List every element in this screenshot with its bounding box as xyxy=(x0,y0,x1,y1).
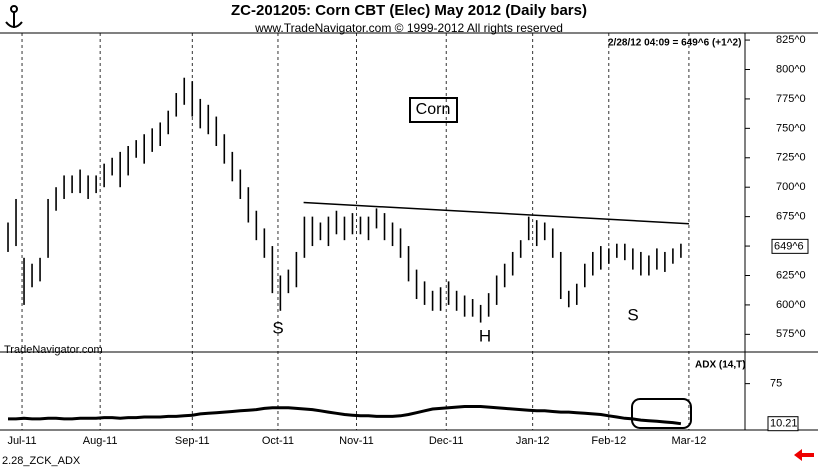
y-tick-label: 750^0 xyxy=(776,122,806,134)
arrow-icon xyxy=(794,449,814,461)
adx-line xyxy=(8,405,682,426)
last-price-label: 649^6 xyxy=(774,240,804,252)
annotation: S xyxy=(627,305,638,324)
y-tick-label: 75 xyxy=(770,378,782,390)
y-tick-label: 775^0 xyxy=(776,93,806,105)
footer: 2.28_ZCK_ADX xyxy=(2,455,81,467)
y-tick-label: 675^0 xyxy=(776,211,806,223)
x-tick-label: Oct-11 xyxy=(262,435,294,447)
y-tick-label: 825^0 xyxy=(776,34,806,46)
y-tick-label: 700^0 xyxy=(776,181,806,193)
highlight xyxy=(631,398,692,429)
label-box xyxy=(409,97,458,123)
trendline xyxy=(303,201,689,225)
y-tick-label: 725^0 xyxy=(776,152,806,164)
watermark: TradeNavigator.com xyxy=(4,344,103,356)
y-tick-label: 625^0 xyxy=(776,269,806,281)
logo xyxy=(5,5,23,28)
annotation: H xyxy=(479,326,491,345)
x-tick-label: Jan-12 xyxy=(516,435,550,447)
x-tick-label: Dec-11 xyxy=(429,435,464,447)
x-tick-label: Nov-11 xyxy=(339,435,374,447)
x-tick-label: Jul-11 xyxy=(7,435,36,447)
last-price-box xyxy=(771,238,809,254)
x-tick-label: Mar-12 xyxy=(672,435,707,447)
adx-title: ADX (14,T) xyxy=(695,360,746,371)
chart-label: Corn xyxy=(416,101,451,118)
y-tick-label: 600^0 xyxy=(776,299,806,311)
y-tick-label: 800^0 xyxy=(776,63,806,75)
x-tick-label: Feb-12 xyxy=(591,435,626,447)
y-tick-label: 575^0 xyxy=(776,328,806,340)
last-value-label: 10.21 xyxy=(770,418,798,430)
last-value-box xyxy=(767,416,799,432)
x-tick-label: Aug-11 xyxy=(83,435,118,447)
chart-subtitle: www.TradeNavigator.com © 1999-2012 All r… xyxy=(254,21,563,35)
x-tick-label: Sep-11 xyxy=(175,435,210,447)
chart-title: ZC-201205: Corn CBT (Elec) May 2012 (Dai… xyxy=(231,2,587,19)
quote: 2/28/12 04:09 = 649^6 (+1^2) xyxy=(608,38,741,49)
